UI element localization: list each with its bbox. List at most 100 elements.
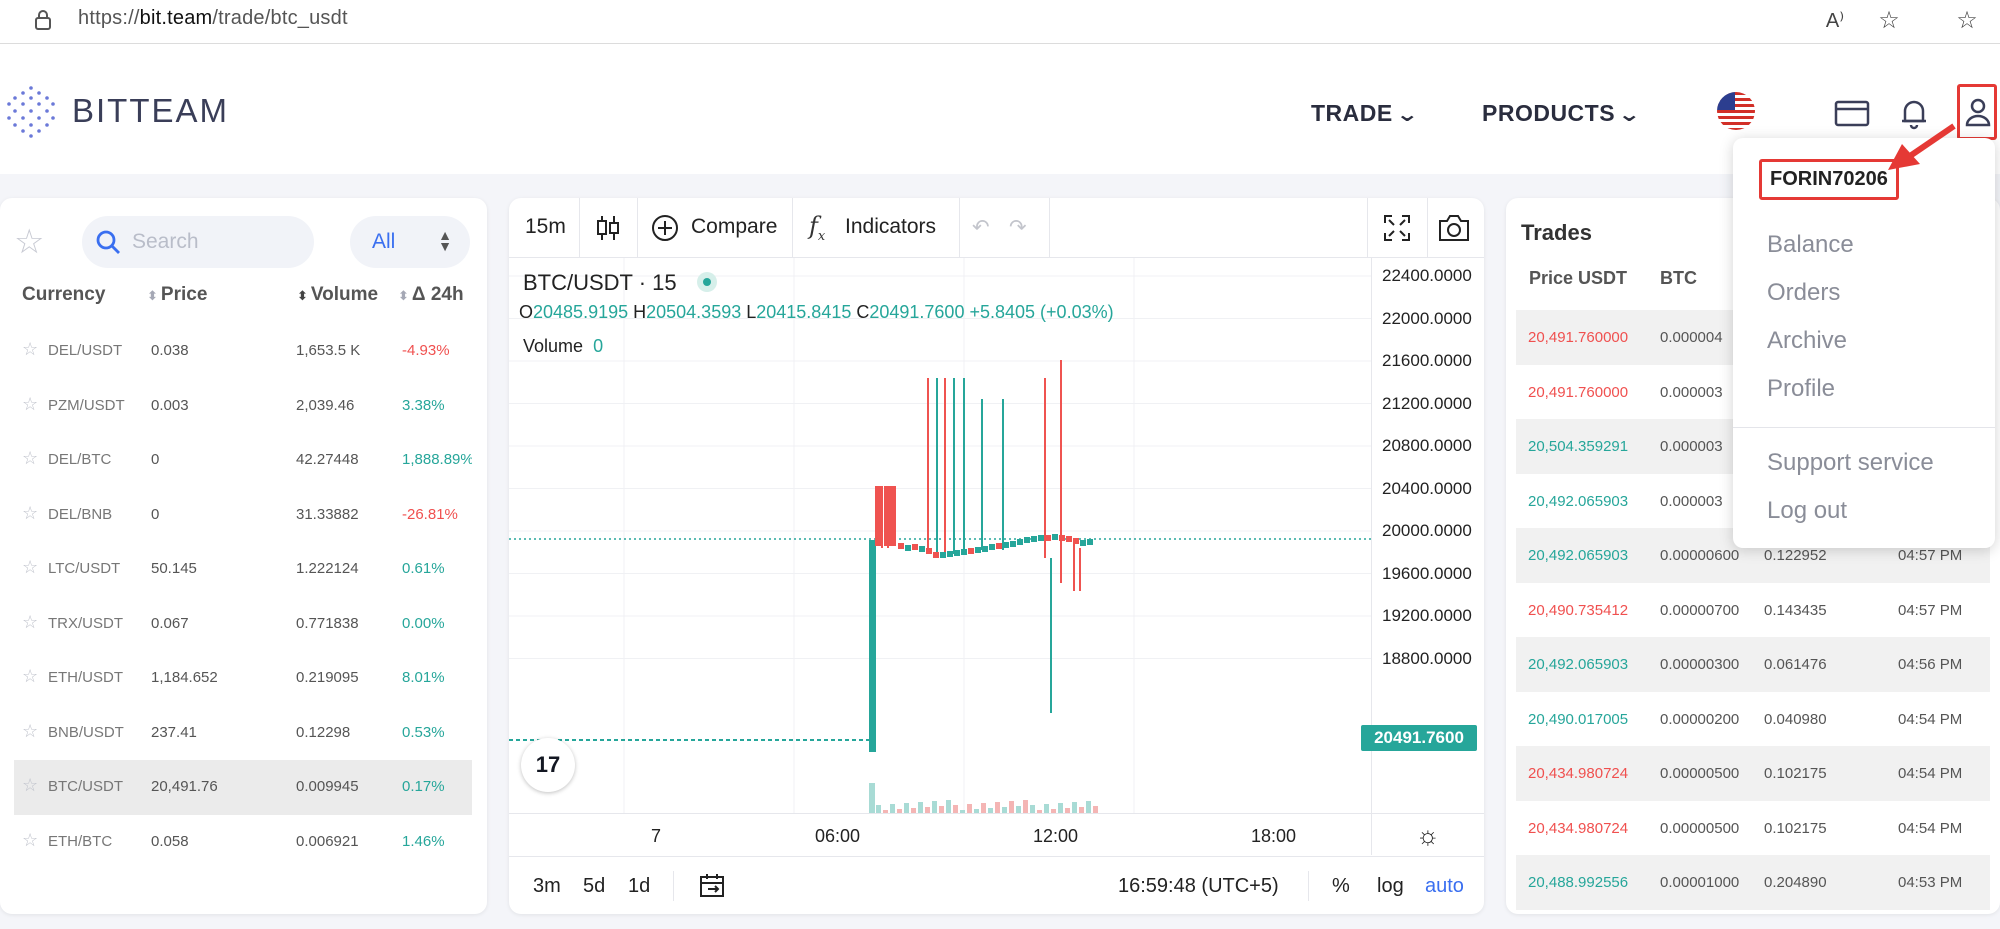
market-row[interactable]: ☆ ETH/BTC 0.058 0.006921 1.46%: [14, 815, 472, 870]
trade-price: 20,488.992556: [1528, 874, 1629, 891]
market-change: 3.38%: [402, 396, 445, 414]
market-pair: TRX/USDT: [48, 614, 123, 632]
market-pair: PZM/USDT: [48, 396, 125, 414]
range-5d-button[interactable]: 5d: [583, 875, 606, 897]
col-price[interactable]: ⬍ Price: [147, 284, 207, 306]
url-field[interactable]: https://bit.team/trade/btc_usdt: [78, 7, 348, 30]
market-pair: DEL/USDT: [48, 342, 123, 359]
settings-sun-icon[interactable]: ☼: [1416, 820, 1440, 850]
logo-text[interactable]: BITTEAM: [72, 92, 230, 129]
tradingview-logo-icon[interactable]: 17: [521, 738, 575, 792]
read-aloud-icon[interactable]: A⁾: [1825, 10, 1845, 32]
trade-time: 04:56 PM: [1898, 656, 1963, 673]
favorite-star-icon[interactable]: ☆: [22, 775, 39, 795]
candles-icon[interactable]: [595, 214, 621, 242]
favorite-star-icon[interactable]: ☆: [22, 339, 39, 359]
range-3m-button[interactable]: 3m: [533, 875, 561, 897]
favorite-star-icon[interactable]: ☆: [22, 720, 39, 741]
market-row[interactable]: ☆ PZM/USDT 0.003 2,039.46 3.38%: [14, 379, 472, 434]
url-path: /trade/btc_usdt: [212, 7, 348, 29]
menu-divider: [1733, 427, 1995, 428]
col-volume[interactable]: ⬍ Volume: [297, 284, 378, 306]
menu-profile[interactable]: Profile: [1767, 375, 1836, 402]
favorite-star-icon[interactable]: ☆: [22, 666, 39, 686]
col-currency[interactable]: Currency: [22, 284, 106, 305]
menu-orders[interactable]: Orders: [1767, 279, 1841, 306]
interval-button[interactable]: 15m: [525, 215, 566, 238]
market-row[interactable]: ☆ ETH/USDT 1,184.652 0.219095 8.01%: [14, 651, 472, 706]
camera-icon[interactable]: [1437, 213, 1471, 243]
market-row[interactable]: ☆ DEL/BTC 0 42.27448 1,888.89%: [14, 433, 472, 488]
market-filter-select[interactable]: All ▲ ▼: [350, 216, 470, 268]
bitteam-logo-icon[interactable]: [6, 84, 56, 140]
trade-row: 20,434.980724 0.00000500 0.102175 04:54 PM: [1516, 746, 1990, 801]
favorites-icon[interactable]: ☆: [1956, 7, 1978, 34]
log-scale-button[interactable]: log: [1377, 875, 1404, 897]
favorite-add-icon[interactable]: ☆: [1878, 7, 1900, 34]
ohlc-change: +5.8405 (+0.03%): [969, 302, 1114, 322]
trade-amount: 0.000003: [1660, 383, 1723, 401]
search-box[interactable]: [82, 216, 314, 268]
indicators-label: Indicators: [845, 215, 937, 238]
app-header: BITTEAM TRADE ⌄ PRODUCTS ⌄: [0, 44, 2000, 174]
us-flag-icon[interactable]: [1717, 92, 1755, 130]
col-change[interactable]: ⬍ Δ 24h: [398, 284, 464, 306]
market-volume: 1,653.5 K: [296, 342, 361, 359]
market-change: -4.93%: [402, 342, 450, 359]
market-row[interactable]: ☆ LTC/USDT 50.145 1.222124 0.61%: [14, 542, 472, 597]
percent-scale-button[interactable]: %: [1332, 875, 1350, 897]
goto-date-icon[interactable]: [699, 873, 727, 899]
favorite-star-icon[interactable]: ☆: [22, 557, 39, 577]
search-input[interactable]: [132, 226, 302, 258]
y-tick: 22000.0000: [1382, 308, 1472, 328]
trade-sum: 0.102175: [1764, 819, 1827, 837]
filter-value: All: [372, 230, 396, 253]
auto-scale-button[interactable]: auto: [1425, 875, 1464, 897]
menu-balance[interactable]: Balance: [1767, 231, 1854, 258]
market-row[interactable]: ☆ DEL/USDT 0.038 1,653.5 K -4.93%: [14, 324, 472, 379]
trade-time: 04:57 PM: [1898, 601, 1963, 619]
menu-archive[interactable]: Archive: [1767, 327, 1848, 354]
redo-icon[interactable]: ↷: [1009, 216, 1027, 239]
bell-icon[interactable]: [1895, 94, 1933, 132]
favorites-star-icon[interactable]: ☆: [14, 223, 45, 261]
market-change: -26.81%: [402, 505, 458, 523]
col-change-label: Δ 24h: [411, 284, 464, 305]
nav-products[interactable]: PRODUCTS ⌄: [1482, 100, 1641, 127]
select-arrows-icon: ▲ ▼: [438, 227, 452, 254]
favorite-star-icon[interactable]: ☆: [22, 829, 39, 850]
nav-trade[interactable]: TRADE ⌄: [1311, 100, 1419, 127]
favorite-star-icon[interactable]: ☆: [22, 502, 39, 523]
market-row[interactable]: ☆ BNB/USDT 237.41 0.12298 0.53%: [14, 706, 472, 761]
nav-products-label: PRODUCTS: [1482, 100, 1616, 126]
menu-log-out[interactable]: Log out: [1767, 497, 1848, 524]
favorite-star-icon[interactable]: ☆: [22, 393, 39, 414]
market-row[interactable]: ☆ DEL/BNB 0 31.33882 -26.81%: [14, 488, 472, 543]
time-axis[interactable]: 7 06:00 12:00 18:00: [509, 813, 1371, 855]
fullscreen-icon[interactable]: [1383, 214, 1411, 242]
user-account-button[interactable]: [1957, 84, 1997, 140]
market-status-icon: [696, 272, 717, 292]
favorite-star-icon[interactable]: ☆: [22, 448, 39, 468]
trade-price: 20,434.980724: [1528, 819, 1629, 837]
favorite-star-icon[interactable]: ☆: [22, 611, 39, 632]
y-tick: 20800.0000: [1382, 436, 1472, 455]
trade-price: 20,491.760000: [1528, 383, 1629, 401]
market-row[interactable]: ☆ TRX/USDT 0.067 0.771838 0.00%: [14, 597, 472, 652]
wallet-icon[interactable]: [1833, 94, 1871, 132]
market-row[interactable]: ☆ BTC/USDT 20,491.76 0.009945 0.17%: [14, 760, 472, 815]
markets-list: ☆ DEL/USDT 0.038 1,653.5 K -4.93% ☆ PZM/USDT 0.…: [14, 324, 472, 869]
y-tick: 20400.0000: [1382, 478, 1472, 498]
menu-support-service[interactable]: Support service: [1767, 449, 1934, 476]
undo-icon[interactable]: ↶: [972, 216, 990, 239]
market-volume: 0.219095: [296, 669, 359, 686]
price-axis[interactable]: 22400.0000 22000.0000 21600.0000 21200.0000…: [1371, 258, 1484, 813]
trade-time: 04:54 PM: [1898, 765, 1963, 782]
range-1d-button[interactable]: 1d: [628, 875, 651, 897]
x-tick: 7: [651, 826, 662, 846]
candlestick-chart[interactable]: [509, 258, 1371, 813]
market-volume: 2,039.46: [296, 396, 355, 414]
symbol-title-text: BTC/USDT · 15: [523, 270, 677, 295]
chart-clock[interactable]: 16:59:48 (UTC+5): [1118, 875, 1279, 897]
trade-amount: 0.00000200: [1660, 710, 1740, 728]
